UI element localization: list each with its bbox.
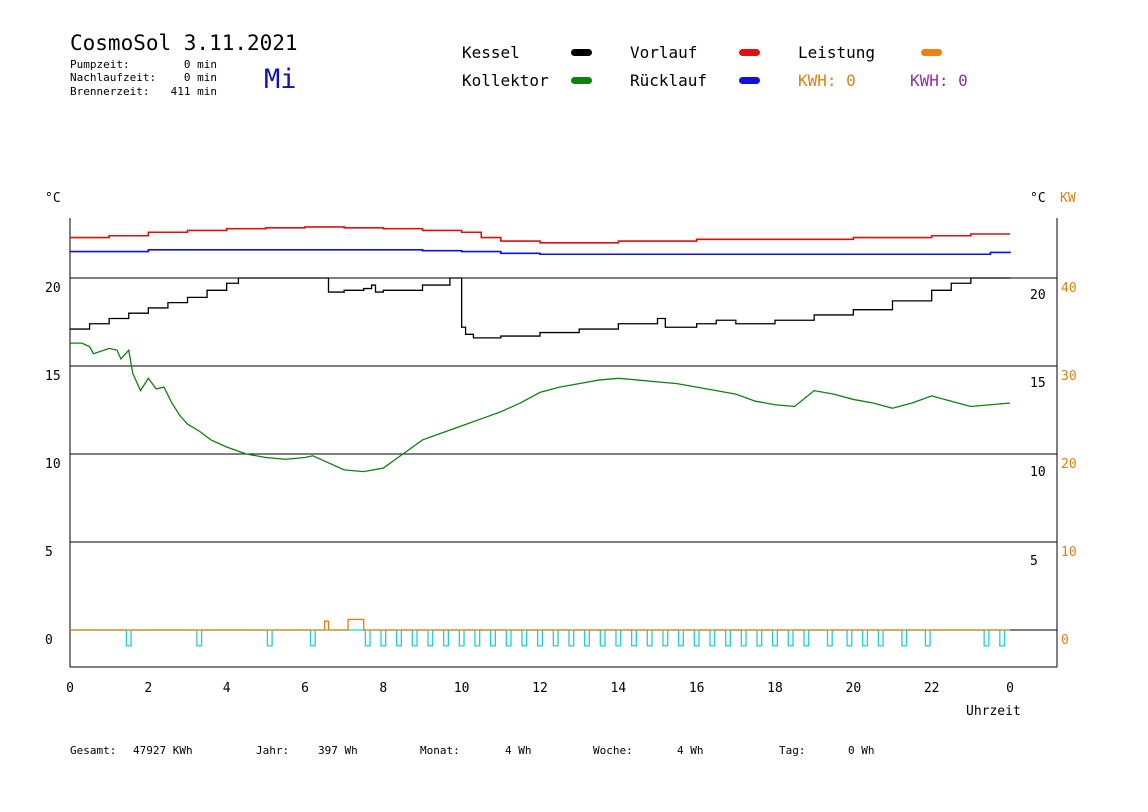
right-unit-c: °C [1030, 191, 1046, 206]
kwh-orange: KWH: 0 [798, 71, 856, 90]
y-right-c-tick-10: 10 [1030, 465, 1046, 480]
series-leistung [70, 618, 1010, 631]
footer-jahr-label: Jahr: [256, 744, 289, 757]
footer-jahr-value: 397 Wh [318, 744, 358, 757]
y-right-kw-tick-0: 0 [1061, 633, 1069, 648]
legend-swatch-leistung [921, 49, 942, 56]
legend-label-leistung: Leistung [798, 43, 875, 62]
x-tick-6: 12 [532, 681, 548, 696]
y-left-tick-0: 0 [45, 633, 53, 648]
legend-label-vorlauf: Vorlauf [630, 43, 697, 62]
right-unit-kw: KW [1060, 191, 1076, 206]
x-tick-0: 0 [66, 681, 74, 696]
footer-monat-label: Monat: [420, 744, 460, 757]
x-tick-11: 22 [924, 681, 940, 696]
stat-label-2: Brennerzeit: [70, 85, 149, 98]
footer-gesamt-value: 47927 KWh [133, 744, 193, 757]
series-kessel [70, 277, 1010, 339]
x-tick-4: 8 [379, 681, 387, 696]
y-right-kw-tick-20: 20 [1061, 457, 1077, 472]
y-left-tick-20: 20 [45, 281, 61, 296]
y-right-kw-tick-30: 30 [1061, 369, 1077, 384]
footer-woche-value: 4 Wh [677, 744, 704, 757]
grid-lines [70, 277, 1057, 631]
series-rcklauf [70, 249, 1011, 256]
y-right-kw-tick-40: 40 [1061, 281, 1077, 296]
y-right-c-tick-20: 20 [1030, 288, 1046, 303]
footer-woche-label: Woche: [593, 744, 633, 757]
footer-tag-label: Tag: [779, 744, 806, 757]
footer-tag-value: 0 Wh [848, 744, 875, 757]
legend-label-kollektor: Kollektor [462, 71, 549, 90]
footer-monat-value: 4 Wh [505, 744, 532, 757]
x-tick-2: 4 [223, 681, 231, 696]
x-tick-8: 16 [689, 681, 705, 696]
legend-swatch-kessel [571, 49, 592, 56]
stat-label-0: Pumpzeit: [70, 58, 130, 71]
left-unit: °C [45, 191, 61, 206]
series-pumpe [70, 629, 1010, 647]
x-tick-12: 0 [1006, 681, 1014, 696]
x-tick-5: 10 [454, 681, 470, 696]
stat-value-0: 0 min [184, 58, 217, 71]
y-left-tick-15: 15 [45, 369, 61, 384]
series-layer [70, 226, 1011, 647]
y-left-tick-10: 10 [45, 457, 61, 472]
legend-label-ruecklauf: Rücklauf [630, 71, 707, 90]
x-tick-7: 14 [611, 681, 627, 696]
y-left-tick-5: 5 [45, 545, 53, 560]
x-tick-3: 6 [301, 681, 309, 696]
chart-title: CosmoSol 3.11.2021 [70, 31, 298, 55]
series-vorlauf [70, 226, 1010, 244]
y-right-kw-tick-10: 10 [1061, 545, 1077, 560]
series-kollektor [70, 342, 1011, 473]
weekday: Mi [264, 64, 297, 95]
kwh-purple: KWH: 0 [910, 71, 968, 90]
stat-value-2: 411 min [171, 85, 217, 98]
stat-value-1: 0 min [184, 71, 217, 84]
legend-swatch-ruecklauf [739, 77, 760, 84]
x-tick-9: 18 [767, 681, 783, 696]
x-axis-label: Uhrzeit [966, 704, 1021, 719]
footer-gesamt-label: Gesamt: [70, 744, 116, 757]
plot-frame [69, 218, 1058, 668]
x-tick-10: 20 [846, 681, 862, 696]
stat-label-1: Nachlaufzeit: [70, 71, 156, 84]
y-right-c-tick-5: 5 [1030, 554, 1038, 569]
x-tick-1: 2 [144, 681, 152, 696]
x-ticks: 0 2 4 6 8 10 12 14 16 18 20 22 0 [66, 681, 1014, 696]
legend-swatch-kollektor [571, 77, 592, 84]
legend-swatch-vorlauf [739, 49, 760, 56]
legend-label-kessel: Kessel [462, 43, 520, 62]
y-right-c-tick-15: 15 [1030, 376, 1046, 391]
